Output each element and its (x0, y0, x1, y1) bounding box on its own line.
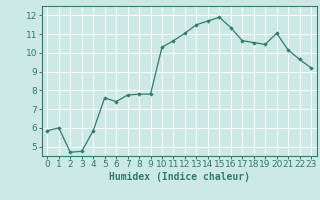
X-axis label: Humidex (Indice chaleur): Humidex (Indice chaleur) (109, 172, 250, 182)
